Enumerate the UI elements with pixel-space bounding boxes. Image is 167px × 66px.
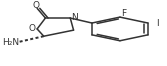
Text: O: O xyxy=(29,24,36,33)
Text: F: F xyxy=(121,9,126,18)
Text: I: I xyxy=(156,19,158,28)
Text: H₂N: H₂N xyxy=(2,38,20,47)
Text: O: O xyxy=(33,1,40,10)
Text: N: N xyxy=(71,13,78,22)
